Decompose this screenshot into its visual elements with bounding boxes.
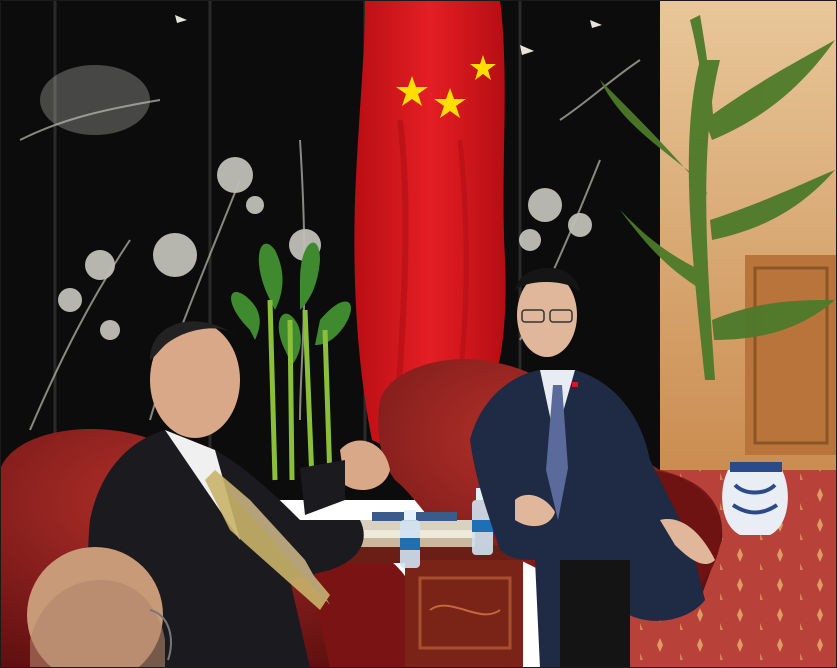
flag-pin — [572, 382, 578, 387]
palm-plant — [600, 15, 835, 380]
face — [150, 322, 240, 438]
flag-star — [396, 76, 428, 106]
face — [517, 273, 577, 357]
screen-bird-inlay — [175, 15, 602, 55]
porcelain-vase — [722, 462, 788, 535]
flag-star — [434, 88, 466, 118]
wall-panel — [745, 255, 837, 455]
bamboo-plant — [231, 242, 351, 481]
foreground-person-head — [27, 547, 172, 668]
water-bottle — [400, 510, 420, 568]
man-right — [470, 267, 715, 668]
flag-star — [470, 55, 496, 80]
side-table — [318, 545, 523, 668]
